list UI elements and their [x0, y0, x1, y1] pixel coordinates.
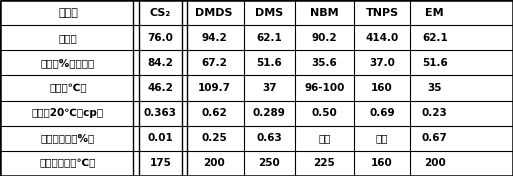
- Text: 分子量: 分子量: [58, 33, 77, 43]
- Text: 109.7: 109.7: [198, 83, 231, 93]
- Text: 414.0: 414.0: [366, 33, 399, 43]
- Text: 0.69: 0.69: [369, 108, 395, 118]
- Text: 200: 200: [203, 158, 225, 168]
- Text: 62.1: 62.1: [256, 33, 282, 43]
- Text: DMS: DMS: [255, 8, 284, 18]
- Text: 225: 225: [313, 158, 336, 168]
- Text: 热分解温度（℃）: 热分解温度（℃）: [40, 158, 96, 168]
- Text: 51.6: 51.6: [422, 58, 448, 68]
- Text: 160: 160: [371, 158, 393, 168]
- Text: 250: 250: [259, 158, 280, 168]
- Text: 62.1: 62.1: [422, 33, 448, 43]
- Text: 0.63: 0.63: [256, 133, 282, 143]
- Text: 0.23: 0.23: [422, 108, 448, 118]
- Text: 0.289: 0.289: [253, 108, 286, 118]
- Text: 67.2: 67.2: [201, 58, 227, 68]
- Text: 76.0: 76.0: [147, 33, 173, 43]
- Text: 37.0: 37.0: [369, 58, 395, 68]
- Text: 水中溶解度（%）: 水中溶解度（%）: [41, 133, 95, 143]
- Text: 160: 160: [371, 83, 393, 93]
- Text: 粘度（20℃，cp）: 粘度（20℃，cp）: [32, 108, 104, 118]
- Text: 含硫（%，最小）: 含硫（%，最小）: [41, 58, 95, 68]
- Text: 46.2: 46.2: [147, 83, 173, 93]
- Text: 200: 200: [424, 158, 446, 168]
- Text: 37: 37: [262, 83, 277, 93]
- Text: 0.50: 0.50: [311, 108, 338, 118]
- Text: 84.2: 84.2: [147, 58, 173, 68]
- Text: 90.2: 90.2: [312, 33, 337, 43]
- Text: DMDS: DMDS: [195, 8, 233, 18]
- Text: 0.25: 0.25: [201, 133, 227, 143]
- Text: EM: EM: [425, 8, 444, 18]
- Text: 94.2: 94.2: [201, 33, 227, 43]
- Text: 35: 35: [427, 83, 442, 93]
- Text: CS₂: CS₂: [150, 8, 171, 18]
- Text: 175: 175: [149, 158, 171, 168]
- Text: 0.363: 0.363: [144, 108, 177, 118]
- Text: 微溶: 微溶: [318, 133, 331, 143]
- Text: NBM: NBM: [310, 8, 339, 18]
- Text: 0.67: 0.67: [422, 133, 448, 143]
- Text: 沸点（℃）: 沸点（℃）: [49, 83, 87, 93]
- Text: 35.6: 35.6: [311, 58, 338, 68]
- Text: 0.01: 0.01: [147, 133, 173, 143]
- Text: 不溶: 不溶: [376, 133, 388, 143]
- Text: 51.6: 51.6: [256, 58, 282, 68]
- Text: 96-100: 96-100: [304, 83, 345, 93]
- Text: 硫化剂: 硫化剂: [58, 8, 78, 18]
- Text: TNPS: TNPS: [366, 8, 399, 18]
- Text: 0.62: 0.62: [201, 108, 227, 118]
